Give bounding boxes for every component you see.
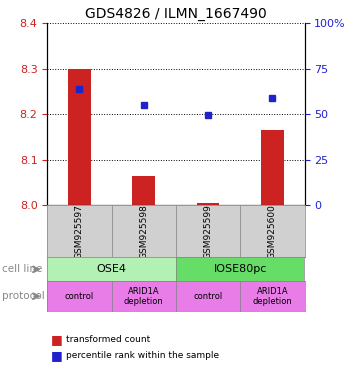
- Text: IOSE80pc: IOSE80pc: [214, 264, 267, 275]
- Text: control: control: [65, 292, 94, 301]
- Text: GSM925598: GSM925598: [139, 204, 148, 259]
- Text: ARID1A
depletion: ARID1A depletion: [252, 286, 292, 306]
- Text: protocol: protocol: [2, 291, 44, 301]
- Text: control: control: [194, 292, 223, 301]
- Text: OSE4: OSE4: [97, 264, 127, 275]
- Text: GSM925600: GSM925600: [268, 204, 277, 259]
- Text: GSM925599: GSM925599: [204, 204, 212, 259]
- Text: transformed count: transformed count: [66, 335, 151, 344]
- Text: ■: ■: [51, 349, 63, 362]
- Bar: [132, 176, 155, 205]
- Text: ARID1A
depletion: ARID1A depletion: [124, 286, 163, 306]
- Text: GSM925597: GSM925597: [75, 204, 84, 259]
- Bar: [261, 130, 284, 205]
- Text: percentile rank within the sample: percentile rank within the sample: [66, 351, 220, 360]
- Text: ■: ■: [51, 333, 63, 346]
- Title: GDS4826 / ILMN_1667490: GDS4826 / ILMN_1667490: [85, 7, 267, 21]
- Text: cell line: cell line: [2, 264, 42, 275]
- Bar: [197, 203, 219, 205]
- Bar: [68, 69, 91, 205]
